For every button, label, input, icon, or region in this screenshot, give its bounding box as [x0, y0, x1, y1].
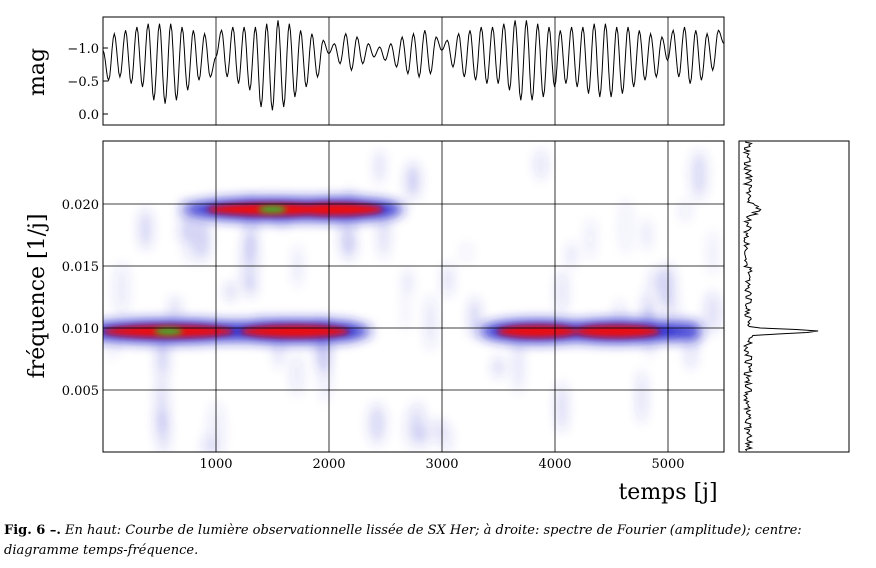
- tf-peak-maximum: [154, 327, 183, 335]
- tf-texture-streak: [427, 294, 435, 351]
- tf-texture-streak: [460, 242, 472, 263]
- tf-texture-streak: [241, 233, 257, 292]
- tf-texture-streak: [184, 204, 197, 264]
- tf-texture-streak: [170, 297, 181, 315]
- light-curve-ytick-1: −1.0: [67, 42, 99, 57]
- caption-lead: Fig. 6 –.: [4, 523, 61, 538]
- light-curve-line: [102, 20, 725, 111]
- tf-gridlines: [103, 141, 724, 452]
- light-curve-ytick-2: −0.5: [67, 75, 99, 90]
- caption-body: En haut: Courbe de lumière observationne…: [4, 523, 802, 558]
- tf-texture-streak: [567, 242, 576, 268]
- tf-texture-streak: [708, 230, 717, 277]
- tf-texture-streak: [226, 283, 236, 300]
- figure-canvas: −1.0 −0.5 0.0 mag 0.020 0.015 0.010: [25, 16, 850, 505]
- tf-texture-streak: [432, 418, 444, 442]
- tf-texture-streak: [375, 149, 384, 184]
- tf-texture-streak: [680, 201, 691, 222]
- tf-texture-streak: [442, 422, 452, 452]
- tf-texture-streak: [705, 291, 720, 334]
- tf-texture-streak: [514, 333, 523, 394]
- tf-texture-streak: [493, 357, 504, 378]
- light-curve-ytick-3: 0.0: [78, 108, 99, 123]
- figure-caption: Fig. 6 –. En haut: Courbe de lumière obs…: [4, 521, 872, 561]
- tf-texture-streak: [196, 216, 210, 262]
- tf-texture-streak: [469, 297, 480, 338]
- tf-texture-streak: [650, 268, 658, 292]
- tf-peak-core: [240, 325, 349, 338]
- tf-xtick-1000: 1000: [199, 457, 232, 472]
- time-frequency-panel: 0.020 0.015 0.010 0.005 1000 2000 3000 4…: [25, 140, 725, 505]
- tf-ytick-0005: 0.005: [62, 384, 99, 399]
- tf-texture-streak: [556, 270, 568, 314]
- light-curve-gridlines: [215, 17, 669, 125]
- tf-texture-streak: [444, 263, 452, 297]
- tf-xtick-2000: 2000: [312, 457, 345, 472]
- light-curve-ticks: [103, 47, 108, 115]
- tf-texture-streak: [534, 149, 547, 180]
- tf-texture-streak: [291, 354, 303, 396]
- tf-xlabel: temps [j]: [618, 480, 717, 505]
- tf-texture-streak: [691, 150, 707, 200]
- tf-texture-streak: [685, 331, 697, 370]
- tf-texture-streak: [114, 262, 129, 316]
- tf-ytick-0010: 0.010: [62, 322, 99, 337]
- tf-texture-streak: [557, 382, 567, 433]
- tf-ylabel: fréquence [1/j]: [25, 214, 50, 379]
- tf-texture-streak: [586, 217, 595, 260]
- light-curve-frame: [102, 16, 725, 126]
- tf-peak-core: [573, 325, 660, 338]
- tf-texture-streak: [402, 290, 409, 334]
- tf-xtick-5000: 5000: [651, 457, 684, 472]
- tf-texture-streak: [417, 423, 428, 448]
- tf-texture-streak: [369, 403, 385, 444]
- tf-ytick-0020: 0.020: [62, 198, 99, 213]
- tf-texture-streak: [405, 411, 415, 450]
- tf-texture-streak: [156, 376, 167, 433]
- fourier-spectrum-panel: [738, 140, 850, 453]
- tf-ridges-high: [154, 205, 287, 335]
- light-curve-ylabel: mag: [25, 48, 50, 96]
- tf-texture-streak: [638, 370, 645, 424]
- spectrum-frame: [738, 140, 850, 453]
- spectrum-line: [742, 141, 819, 452]
- tf-peak-core: [285, 203, 383, 216]
- tf-texture-streak: [157, 333, 168, 380]
- tf-texture-streak: [404, 268, 412, 296]
- tf-texture-streak: [140, 208, 151, 250]
- tf-texture-streak: [643, 218, 650, 251]
- tf-xtick-3000: 3000: [425, 457, 458, 472]
- tf-texture-streak: [406, 162, 420, 199]
- tf-peak-core: [497, 325, 578, 338]
- tf-xtick-4000: 4000: [538, 457, 571, 472]
- tf-texture-streak: [620, 198, 632, 255]
- tf-frame: [102, 140, 725, 453]
- tf-peak-maximum: [258, 205, 287, 213]
- tf-ytick-0015: 0.015: [62, 260, 99, 275]
- tf-texture-streak: [202, 435, 216, 452]
- light-curve-panel: −1.0 −0.5 0.0 mag: [25, 16, 725, 126]
